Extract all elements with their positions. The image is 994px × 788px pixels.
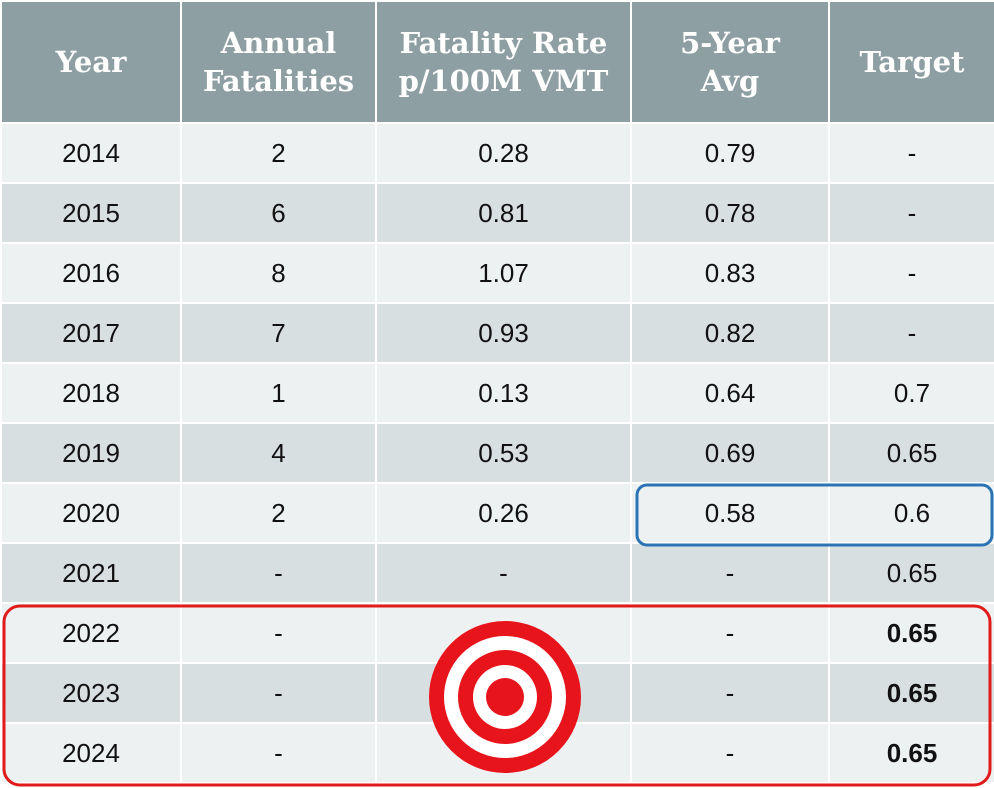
table-row: 2017 7 0.93 0.82- xyxy=(0,302,994,364)
table-cell: 2021 xyxy=(0,542,182,604)
table-cell: 2023 xyxy=(0,662,182,724)
table-cell: - xyxy=(180,722,377,784)
table-cell: 0.65 xyxy=(828,422,994,484)
table-cell: 2018 xyxy=(0,362,182,424)
table-cell: 0.93 xyxy=(375,302,632,364)
table-cell: 2 xyxy=(180,482,377,544)
header-text: Avg xyxy=(700,64,760,98)
table-cell: - xyxy=(180,542,377,604)
header-cell: Fatality Rate p/100M VMT xyxy=(375,0,632,124)
table-body: 2014 2 0.28 0.79-2015 6 0.81 0.78-2016 8 1.07 0.8… xyxy=(0,122,994,784)
table-cell: 2024 xyxy=(0,722,182,784)
table-cell: 0.64 xyxy=(630,362,830,424)
table-cell: 8 xyxy=(180,242,377,304)
table-cell: 2017 xyxy=(0,302,182,364)
table-cell: - xyxy=(828,182,994,244)
table-row: 2016 8 1.07 0.83- xyxy=(0,242,994,304)
table-cell: 0.65 xyxy=(828,542,994,604)
table-cell: - xyxy=(180,602,377,664)
table-cell: 1.07 xyxy=(375,242,632,304)
table-row: 2023- -0.65 xyxy=(0,662,994,724)
table-row: 2015 6 0.81 0.78- xyxy=(0,182,994,244)
header-text: Annual xyxy=(220,26,337,60)
table-cell: 0.58 xyxy=(630,482,830,544)
table-cell: 0.82 xyxy=(630,302,830,364)
table-row: 2019 4 0.53 0.69 0.65 xyxy=(0,422,994,484)
header-text: p/100M VMT xyxy=(398,64,609,98)
table-cell: - xyxy=(828,242,994,304)
table-row: 2014 2 0.28 0.79- xyxy=(0,122,994,184)
table-cell: 0.6 xyxy=(828,482,994,544)
table-cell: 0.13 xyxy=(375,362,632,424)
table-cell: 0.28 xyxy=(375,122,632,184)
table-row: 2021- - -0.65 xyxy=(0,542,994,604)
table-cell: 6 xyxy=(180,182,377,244)
table-row: 2022- -0.65 xyxy=(0,602,994,664)
table-cell: 1 xyxy=(180,362,377,424)
table-cell: 2020 xyxy=(0,482,182,544)
table-cell: 7 xyxy=(180,302,377,364)
table-cell xyxy=(375,722,632,784)
table-cell: - xyxy=(828,122,994,184)
table-cell: 0.7 xyxy=(828,362,994,424)
table-cell: 2019 xyxy=(0,422,182,484)
header-row: Year Annual Fatalities Fatality Rate p/100M … xyxy=(0,0,994,124)
header-text: Fatalities xyxy=(202,64,355,98)
header-cell: Annual Fatalities xyxy=(180,0,377,124)
table-cell: 0.65 xyxy=(828,722,994,784)
table-cell: - xyxy=(630,722,830,784)
header-text: Year xyxy=(55,45,127,79)
table-cell: 2 xyxy=(180,122,377,184)
header-text: Fatality Rate xyxy=(399,26,608,60)
table-cell: 0.81 xyxy=(375,182,632,244)
table-cell: 4 xyxy=(180,422,377,484)
table-cell: 2016 xyxy=(0,242,182,304)
table-cell: - xyxy=(828,302,994,364)
header-cell: Year xyxy=(0,0,182,124)
table-cell: 0.83 xyxy=(630,242,830,304)
table-cell: 0.26 xyxy=(375,482,632,544)
table-cell xyxy=(375,602,632,664)
table-cell: 0.79 xyxy=(630,122,830,184)
table-cell: 0.78 xyxy=(630,182,830,244)
table-cell: 2015 xyxy=(0,182,182,244)
table-cell: 0.65 xyxy=(828,602,994,664)
table-cell: 0.69 xyxy=(630,422,830,484)
table-row: 2024- -0.65 xyxy=(0,722,994,784)
table-cell: 0.65 xyxy=(828,662,994,724)
header-text: 5-Year xyxy=(680,26,780,60)
table-row: 2020 2 0.26 0.58 0.6 xyxy=(0,482,994,544)
table-cell: - xyxy=(630,602,830,664)
table-cell: 2014 xyxy=(0,122,182,184)
table-cell: 2022 xyxy=(0,602,182,664)
header-cell: Target xyxy=(828,0,994,124)
table-cell: - xyxy=(630,542,830,604)
table-cell: 0.53 xyxy=(375,422,632,484)
header-cell: 5-Year Avg xyxy=(630,0,830,124)
table-row: 2018 1 0.13 0.64 0.7 xyxy=(0,362,994,424)
table-cell: - xyxy=(180,662,377,724)
table-cell: - xyxy=(630,662,830,724)
table-cell: - xyxy=(375,542,632,604)
table-cell xyxy=(375,662,632,724)
header-text: Target xyxy=(859,45,965,79)
